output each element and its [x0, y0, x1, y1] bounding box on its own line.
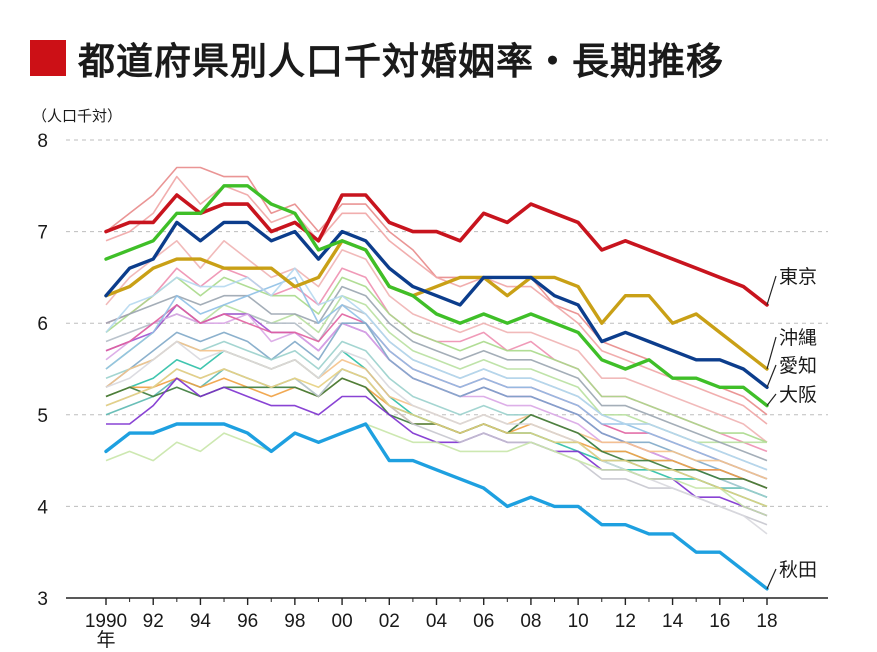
y-unit-label: （人口千対） [32, 107, 122, 125]
x-tick-label: 06 [473, 611, 494, 632]
background-series-line [105, 340, 768, 535]
title-marker-square [30, 40, 66, 76]
x-tick-label: 16 [709, 611, 730, 632]
end-label-leader [766, 568, 777, 590]
series-line-秋田 [104, 422, 769, 591]
gridlines [66, 139, 828, 507]
x-axis-ticks: 1990 92 94 96 98 00 02 04 06 08 10 12 14 16 18 [85, 598, 778, 632]
series-line-愛知 [104, 220, 769, 389]
background-series-line [105, 304, 768, 480]
y-tick-label: 7 [37, 223, 48, 244]
x-tick-label: 92 [143, 611, 164, 632]
background-series-line [105, 368, 768, 508]
x-tick-label: 00 [332, 611, 353, 632]
end-label-秋田: 秋田 [779, 559, 817, 581]
x-tick-label: 18 [756, 611, 777, 632]
y-axis-ticks: 3 4 5 6 7 8 [37, 131, 48, 610]
background-series-group [105, 166, 768, 535]
background-series-line [105, 175, 768, 425]
background-series-line [105, 276, 768, 444]
end-label-leader [766, 393, 777, 407]
x-tick-label: 02 [379, 611, 400, 632]
x-tick-label: 94 [190, 611, 212, 632]
y-tick-label: 4 [37, 497, 48, 518]
background-series-line [105, 276, 768, 480]
background-series-line [105, 322, 768, 489]
x-tick-label: 98 [284, 611, 305, 632]
end-label-leader [766, 364, 777, 388]
background-series-line [105, 423, 768, 517]
x-tick-label: 14 [662, 611, 684, 632]
end-label-愛知: 愛知 [779, 355, 817, 377]
y-tick-label: 6 [37, 314, 48, 335]
x-tick-label: 1990 [85, 611, 127, 632]
x-tick-label: 08 [520, 611, 541, 632]
end-label-東京: 東京 [779, 266, 817, 288]
background-series-line [105, 240, 768, 443]
x-tick-label: 96 [237, 611, 258, 632]
y-tick-label: 3 [37, 589, 48, 610]
x-tick-label: 12 [615, 611, 636, 632]
series-line-東京 [104, 193, 769, 307]
end-label-leader [766, 336, 777, 370]
end-label-沖縄: 沖縄 [779, 327, 817, 349]
end-label-大阪: 大阪 [779, 384, 817, 406]
chart-title: 都道府県別人口千対婚姻率・長期推移 [78, 40, 724, 83]
background-series-line [105, 285, 768, 462]
chart-title-bar: 都道府県別人口千対婚姻率・長期推移 [30, 34, 724, 83]
series-line-沖縄 [104, 239, 769, 371]
end-label-leader [766, 275, 777, 306]
x-tick-label: 10 [568, 611, 589, 632]
background-series-line [105, 267, 768, 471]
y-tick-label: 8 [37, 131, 48, 152]
x-year-suffix: 年 [96, 629, 115, 651]
highlighted-series-group [104, 184, 769, 591]
y-tick-label: 5 [37, 406, 48, 427]
series-line-大阪 [104, 184, 769, 408]
x-tick-label: 04 [426, 611, 448, 632]
